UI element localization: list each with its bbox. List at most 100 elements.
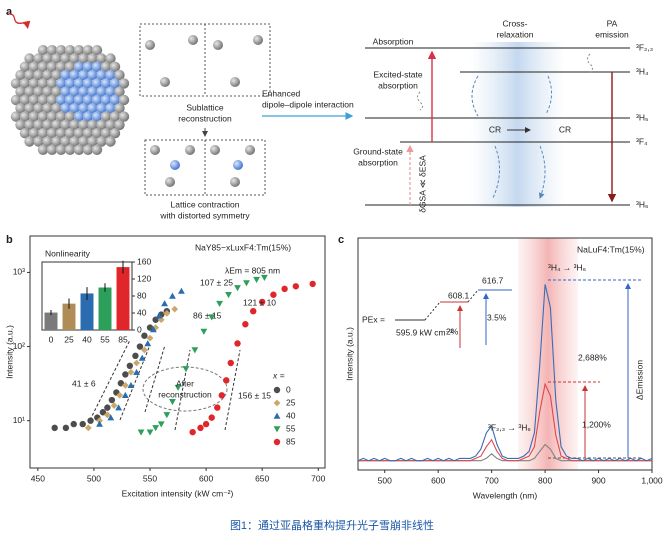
label: Ground-state (353, 146, 403, 156)
chart-title: Nonlinearity (45, 248, 91, 258)
annotation: λEm = 805 nm (225, 265, 280, 275)
atom (82, 144, 94, 155)
legend-label: 55 (286, 423, 296, 433)
x-tick-label: 550 (143, 473, 157, 483)
atom (42, 103, 53, 114)
atom (60, 53, 71, 64)
atom (96, 136, 107, 147)
spectrum-line (357, 284, 653, 462)
atom (114, 69, 125, 81)
atom (37, 45, 49, 56)
x-tick-label: 600 (199, 473, 213, 483)
atom (28, 78, 40, 89)
label: with distorted symmetry (159, 210, 250, 220)
x-tick-label: 450 (31, 473, 45, 483)
atom (73, 61, 85, 72)
atom (78, 119, 89, 131)
atom (82, 78, 94, 89)
atom (51, 103, 62, 114)
atom (91, 111, 103, 122)
atom (24, 119, 35, 131)
legend-marker (273, 412, 281, 419)
atom (10, 78, 22, 89)
legend-marker (273, 426, 281, 433)
atom (78, 53, 89, 64)
atom (33, 53, 44, 64)
point (127, 381, 135, 389)
atom (60, 119, 71, 131)
legend-title: x = (272, 370, 285, 380)
atom (33, 136, 44, 147)
atom (87, 69, 98, 81)
atom (105, 119, 116, 131)
point (96, 420, 103, 427)
point (182, 366, 190, 373)
y-tick-label: 10¹ (13, 415, 25, 425)
point (132, 352, 139, 360)
x-tick-label: 800 (538, 475, 552, 485)
atom (96, 69, 107, 81)
annotation: 86 ± 15 (193, 310, 222, 320)
point (107, 414, 115, 421)
label: PA (607, 18, 618, 28)
point (146, 324, 154, 331)
atom (82, 61, 94, 72)
atom (73, 94, 85, 106)
point (202, 420, 210, 428)
legend-label: 40 (286, 410, 296, 420)
x-tick-label: 25 (64, 334, 74, 344)
atom (33, 103, 44, 114)
atom (55, 94, 67, 106)
atom (46, 45, 58, 56)
label: Enhanced (262, 88, 301, 98)
y-axis-title: Intensity (a.u.) (344, 327, 354, 381)
atom (100, 94, 112, 106)
spectrum-line (358, 443, 652, 462)
annotation: 2% (446, 326, 459, 336)
plot-frame (29, 235, 326, 469)
point (149, 326, 157, 333)
atom (96, 86, 107, 97)
atom (96, 103, 107, 114)
atom (87, 53, 98, 64)
point (178, 287, 185, 294)
point (136, 343, 144, 350)
atom (46, 111, 58, 122)
point (87, 417, 94, 424)
label: δGSA ≪ δESA (417, 155, 427, 213)
point (121, 391, 129, 399)
atom (46, 128, 58, 139)
atom (118, 111, 130, 122)
legend-label: 0 (286, 384, 291, 394)
atom (78, 103, 89, 114)
cr-band (470, 42, 565, 207)
caption: 图1：通过亚晶格重构提升光子雪崩非线性 (230, 518, 434, 532)
atom (37, 78, 49, 89)
atom (87, 119, 98, 131)
point (62, 424, 70, 432)
point (250, 307, 257, 315)
point (214, 404, 221, 411)
atom (82, 111, 94, 122)
atom (24, 136, 35, 147)
atom (105, 53, 116, 64)
point (216, 300, 223, 307)
point (223, 377, 230, 384)
annotation: 41 ± 6 (72, 378, 96, 388)
point (169, 292, 176, 299)
annotation: 608.1 (448, 290, 470, 300)
atom (55, 61, 67, 72)
nanoparticle (10, 45, 130, 155)
point (155, 312, 163, 319)
atom (24, 53, 35, 64)
point (171, 305, 179, 313)
atom (73, 45, 85, 56)
annotation: NaY85−xLuxF4:Tm(15%) (195, 242, 291, 252)
point (116, 391, 124, 399)
atom (78, 136, 89, 147)
point (104, 404, 111, 411)
bar (116, 267, 130, 330)
label: CR (559, 124, 571, 134)
atom (55, 111, 67, 122)
level-guides (548, 279, 642, 459)
